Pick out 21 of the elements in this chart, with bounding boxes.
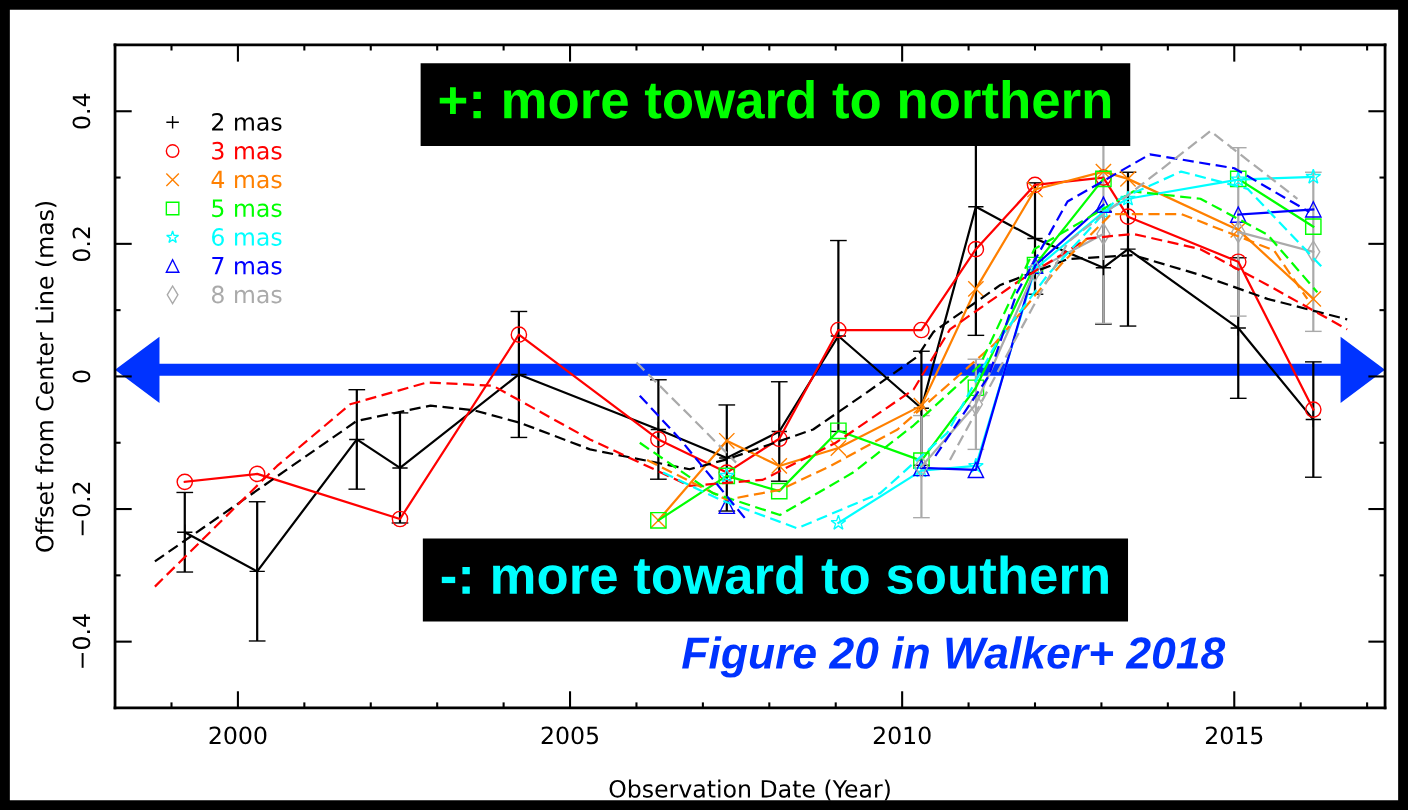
legend-label: 3 mas	[212, 141, 282, 160]
legend-label: 6 mas	[212, 228, 282, 246]
y-axis-title: Offset from Center Line (mas)	[35, 201, 57, 552]
y-tick-label: −0.2	[72, 482, 91, 536]
annotation: +: more toward to northern	[439, 80, 1111, 119]
y-tick-label: 0.2	[72, 227, 91, 262]
legend-label: 5 mas	[212, 199, 282, 218]
legend-label: 8 mas	[211, 285, 282, 304]
x-tick-label: 2010	[873, 726, 931, 745]
legend-label: 7 mas	[212, 257, 282, 275]
legend-label: 4 mas	[211, 170, 282, 189]
x-tick-label: 2015	[1205, 726, 1263, 745]
x-axis-title: Observation Date (Year)	[609, 779, 890, 801]
y-tick-label: −0.4	[72, 614, 91, 668]
annotation: Figure 20 in Walker+ 2018	[682, 636, 1226, 678]
x-tick-label: 2000	[209, 726, 267, 745]
y-tick-label: 0.4	[72, 93, 91, 129]
legend-label: 2 mas	[212, 113, 282, 131]
annotation: -: more toward to southern	[441, 555, 1108, 595]
x-tick-label: 2005	[541, 726, 599, 745]
y-tick-label: 0	[72, 370, 91, 383]
